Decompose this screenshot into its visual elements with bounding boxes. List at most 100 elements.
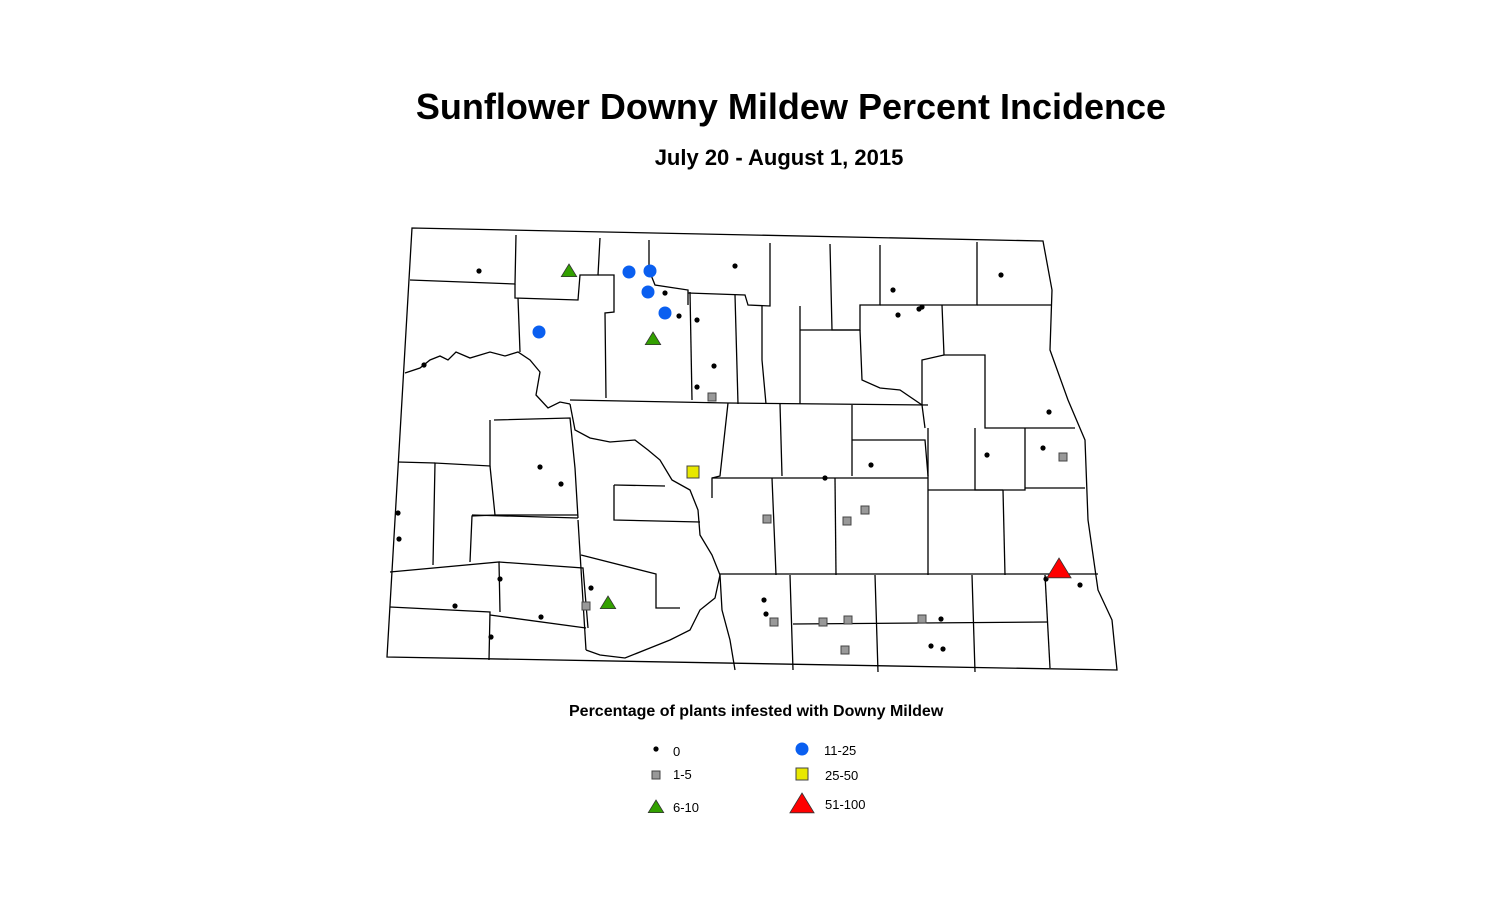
county-boundary <box>971 574 976 673</box>
observation-point-0 <box>984 452 990 458</box>
county-boundary <box>404 351 571 409</box>
legend-symbol-1-5 <box>651 770 661 780</box>
observation-point-0 <box>662 290 668 296</box>
observation-point-51-100 <box>1046 557 1072 579</box>
observation-point-0 <box>890 287 896 293</box>
county-boundary <box>734 294 739 405</box>
legend-title: Percentage of plants infested with Downy… <box>569 703 944 720</box>
legend-symbol-25-50 <box>795 767 809 781</box>
observation-point-0 <box>588 585 594 591</box>
county-boundary <box>1002 489 1006 576</box>
county-boundary <box>493 417 579 519</box>
observation-point-11-25 <box>658 306 672 320</box>
legend-symbol-11-25 <box>795 742 809 756</box>
observation-point-1-5 <box>843 615 853 625</box>
observation-point-0 <box>868 462 874 468</box>
observation-point-0 <box>395 510 401 516</box>
observation-point-1-5 <box>840 645 850 655</box>
county-boundary <box>689 291 693 401</box>
observation-point-0 <box>1040 445 1046 451</box>
county-boundary <box>580 554 680 609</box>
observation-point-11-25 <box>643 264 657 278</box>
observation-point-1-5 <box>1058 452 1068 462</box>
observation-point-0 <box>476 268 482 274</box>
observation-point-0 <box>421 362 427 368</box>
observation-point-0 <box>1077 582 1083 588</box>
observation-point-1-5 <box>707 392 717 402</box>
legend-label-51-100: 51-100 <box>825 797 866 812</box>
observation-point-1-5 <box>842 516 852 526</box>
observation-point-6-10 <box>644 331 662 346</box>
county-boundary <box>789 574 794 671</box>
county-boundary <box>489 614 587 629</box>
county-boundary <box>921 354 945 405</box>
legend-symbol-51-100 <box>789 792 815 814</box>
observation-point-0 <box>694 317 700 323</box>
county-boundaries <box>386 227 1118 673</box>
observation-point-25-50 <box>686 465 700 479</box>
observation-point-0 <box>1046 409 1052 415</box>
legend-label-25-50: 25-50 <box>825 768 859 783</box>
observation-point-0 <box>452 603 458 609</box>
county-boundary <box>432 420 491 566</box>
observation-point-0 <box>732 263 738 269</box>
county-boundary <box>829 243 881 331</box>
observation-point-1-5 <box>860 505 870 515</box>
legend-symbols <box>647 742 815 814</box>
observation-point-11-25 <box>532 325 546 339</box>
county-boundary <box>974 428 1026 491</box>
county-boundary <box>859 329 926 429</box>
observation-point-6-10 <box>560 263 578 278</box>
county-boundary <box>389 561 501 613</box>
observation-point-0 <box>822 475 828 481</box>
county-boundary <box>569 399 929 406</box>
observation-point-1-5 <box>581 601 591 611</box>
county-boundary <box>880 242 978 306</box>
observation-point-1-5 <box>818 617 828 627</box>
county-boundary <box>941 304 1075 429</box>
county-boundary <box>852 439 929 477</box>
observation-point-0 <box>537 464 543 470</box>
legend-label-1-5: 1-5 <box>673 767 692 782</box>
county-boundary <box>711 402 729 498</box>
county-boundary <box>613 484 666 487</box>
legend-symbol-0 <box>653 746 659 752</box>
observation-point-6-10 <box>599 595 617 609</box>
map-subtitle: July 20 - August 1, 2015 <box>654 145 904 170</box>
county-boundary <box>648 240 689 305</box>
observation-point-0 <box>938 616 944 622</box>
county-boundary <box>471 514 579 519</box>
county-boundary <box>386 227 1118 671</box>
county-boundary <box>397 461 436 464</box>
county-boundary <box>469 465 496 563</box>
county-boundary <box>409 234 517 285</box>
observation-point-0 <box>895 312 901 318</box>
legend-symbol-6-10 <box>647 799 665 813</box>
county-boundary <box>613 485 701 523</box>
county-boundary <box>585 574 721 659</box>
observation-point-0 <box>676 313 682 319</box>
observation-point-0 <box>940 646 946 652</box>
observation-point-0 <box>763 611 769 617</box>
county-boundary <box>761 306 767 405</box>
county-boundary <box>834 477 837 576</box>
county-boundary <box>514 237 601 301</box>
legend-label-0: 0 <box>673 744 681 759</box>
observation-point-1-5 <box>917 614 927 624</box>
observation-point-11-25 <box>641 285 655 299</box>
observation-point-0 <box>998 272 1004 278</box>
observation-point-0 <box>761 597 767 603</box>
observation-point-0 <box>558 481 564 487</box>
legend-label-11-25: 11-25 <box>824 743 857 758</box>
observation-point-0 <box>928 643 934 649</box>
observation-point-0 <box>538 614 544 620</box>
county-boundary <box>779 403 783 477</box>
county-boundary <box>687 243 771 307</box>
county-boundary <box>517 297 521 353</box>
observation-point-1-5 <box>769 617 779 627</box>
observation-points <box>395 263 1083 655</box>
observation-point-11-25 <box>622 265 636 279</box>
county-boundary <box>771 477 777 576</box>
legend-label-6-10: 6-10 <box>673 800 700 815</box>
